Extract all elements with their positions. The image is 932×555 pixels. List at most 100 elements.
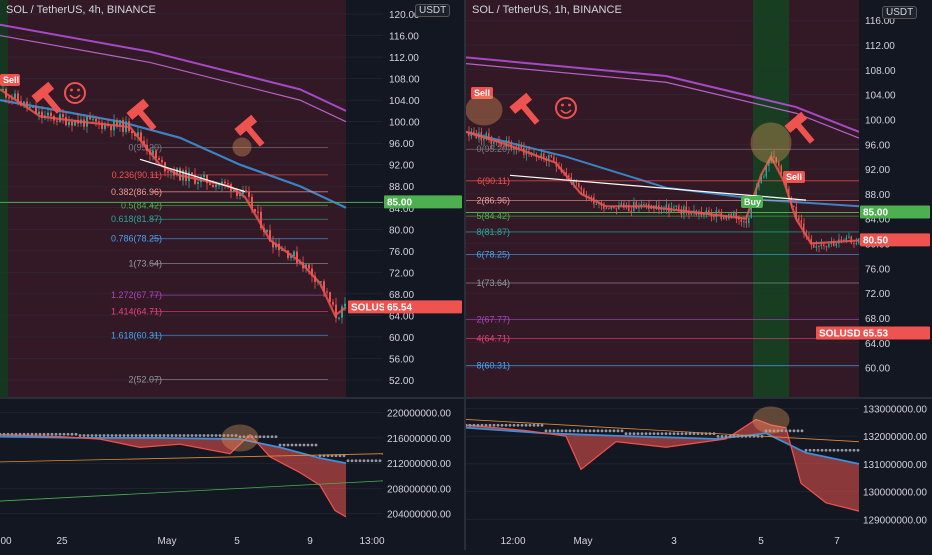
price-tag-label-1: 80.50 xyxy=(863,235,888,246)
oscillator-dot xyxy=(740,434,744,438)
oscillator-dot xyxy=(520,423,524,427)
candle-body xyxy=(344,303,346,307)
price-axis-label-17: 52.00 xyxy=(389,376,414,387)
candle-body xyxy=(98,121,100,123)
candle-body xyxy=(320,281,322,283)
session-band xyxy=(8,0,346,397)
oscillator-dot xyxy=(632,432,636,436)
candle-body xyxy=(745,221,747,224)
price-axis-label-13: 64.00 xyxy=(865,339,890,350)
candle-body xyxy=(840,239,842,241)
oscillator-dot xyxy=(724,434,728,438)
price-tag-label-2: 65.54 xyxy=(387,302,412,313)
oscillator-dot xyxy=(234,434,238,437)
fib-label-8: 1.414(64.71) xyxy=(111,307,162,317)
oscillator-dot xyxy=(362,459,366,463)
right-chart-canvas[interactable]: 116.00 112.00 108.00 104.00 100.00 96.00 92.00… xyxy=(464,0,932,550)
oscillator-dot xyxy=(488,423,492,427)
oscillator-dot xyxy=(294,443,298,447)
price-trend-line xyxy=(465,130,860,245)
candle-body xyxy=(308,264,310,269)
candle-body xyxy=(32,106,34,108)
fib-label-1: 6(90.11) xyxy=(477,176,510,186)
pane-divider[interactable] xyxy=(464,0,466,550)
price-tag-0 xyxy=(384,195,462,209)
candle-body xyxy=(260,211,262,229)
candle-body xyxy=(628,204,630,211)
fib-label-7: 1.272(67.77) xyxy=(111,290,162,300)
candle-body xyxy=(743,221,745,223)
oscillator-dot xyxy=(74,432,78,436)
oscillator-dot xyxy=(118,434,122,437)
oscillator-dot xyxy=(346,459,350,463)
price-axis-label-13: 68.00 xyxy=(389,290,414,301)
left-currency-badge[interactable]: USDT xyxy=(415,4,451,17)
price-axis-label-16: 56.00 xyxy=(389,354,414,365)
time-axis-label-0: 00 xyxy=(0,536,12,547)
candle-body xyxy=(520,145,522,149)
oscillator-dot xyxy=(692,432,696,436)
candle-body xyxy=(793,205,795,207)
osc-axis-label-2: 212000000.00 xyxy=(387,459,451,470)
candle-body xyxy=(8,97,10,99)
candle-body xyxy=(750,205,752,218)
price-axis-label-7: 88.00 xyxy=(865,190,890,201)
candle-body xyxy=(660,209,662,211)
oscillator-dot xyxy=(584,429,588,433)
right-currency-badge[interactable]: USDT xyxy=(882,6,918,19)
candle-body xyxy=(266,230,268,232)
left-chart-pane[interactable]: 120.00 116.00 112.00 108.00 104.00 100.00 96.0… xyxy=(0,0,464,550)
oscillator-dot xyxy=(174,434,178,437)
candle-body xyxy=(855,243,857,245)
candle-body xyxy=(92,118,94,120)
price-axis-label-7: 92.00 xyxy=(389,161,414,172)
oscillator-dot xyxy=(672,432,676,436)
oscillator-dot xyxy=(50,432,54,436)
oscillator-dot xyxy=(270,435,274,439)
candle-body xyxy=(468,131,470,137)
price-tag-2 xyxy=(384,300,462,314)
fib-label-7: 2(67.77) xyxy=(476,314,510,324)
candle-body xyxy=(338,317,340,319)
oscillator-dot xyxy=(70,432,74,436)
osc-green-line xyxy=(0,480,384,502)
price-axis-label-0: 120.00 xyxy=(389,10,420,21)
candle-body xyxy=(35,106,37,114)
oscillator-dot xyxy=(468,423,472,427)
oscillator-dot xyxy=(122,434,126,437)
candle-body xyxy=(690,212,692,215)
signal-badge xyxy=(741,196,763,208)
right-chart-pane[interactable]: 116.00 112.00 108.00 104.00 100.00 96.00 92.00… xyxy=(464,0,932,550)
oscillator-dot xyxy=(612,429,616,433)
time-axis-band xyxy=(466,532,932,548)
candle-body xyxy=(296,251,298,264)
oscillator-dot xyxy=(18,432,22,436)
candle-body xyxy=(643,204,645,206)
candle-body xyxy=(768,160,770,166)
left-chart-canvas[interactable]: 120.00 116.00 112.00 108.00 104.00 100.00 96.0… xyxy=(0,0,464,550)
price-axis-label-10: 80.00 xyxy=(389,225,414,236)
candle-body xyxy=(65,117,67,126)
oscillator-dot xyxy=(716,434,720,438)
price-axis-label-12: 72.00 xyxy=(389,268,414,279)
oscillator-dot xyxy=(238,435,242,439)
oscillator-dot xyxy=(820,448,824,452)
price-axis-label-9: 84.00 xyxy=(389,204,414,215)
price-axis-label-12: 68.00 xyxy=(865,314,890,325)
price-tag-1 xyxy=(860,233,930,247)
time-axis-label-4: 7 xyxy=(834,536,840,547)
candle-body xyxy=(335,304,337,319)
oscillator-dot xyxy=(314,443,318,447)
candle-body xyxy=(568,175,570,178)
oscillator-dot xyxy=(624,432,628,436)
oscillator-dot xyxy=(580,429,584,433)
oscillator-dot xyxy=(42,432,46,436)
candle-body xyxy=(688,211,690,215)
price-axis-label-5: 96.00 xyxy=(865,140,890,151)
price-tag-label-0: 85.00 xyxy=(387,197,412,208)
price-tag-1 xyxy=(348,300,394,314)
price-axis-label-4: 100.00 xyxy=(865,115,896,126)
signal-label-0: Sell xyxy=(474,88,490,98)
oscillator-dot xyxy=(592,429,596,433)
candle-body xyxy=(780,165,782,175)
